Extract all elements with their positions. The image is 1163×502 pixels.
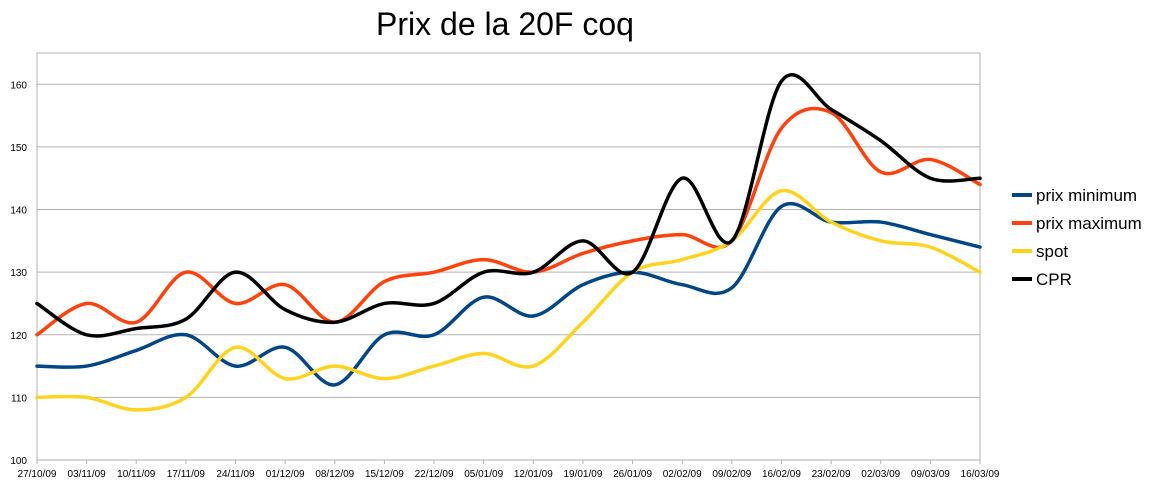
legend-label-prix-maximum: prix maximum [1036, 214, 1142, 233]
series-lines [35, 73, 982, 412]
y-axis-ticks: 100 110 120 130 140 150 160 [10, 80, 27, 467]
x-tick-label: 08/12/09 [315, 469, 354, 480]
x-tick-label: 02/02/09 [663, 469, 702, 480]
x-tick-label: 03/11/09 [68, 469, 107, 480]
x-tick-label: 22/12/09 [415, 469, 454, 480]
x-tick-label: 23/02/09 [812, 469, 851, 480]
x-tick-label: 09/02/09 [712, 469, 751, 480]
x-tick-label: 02/03/09 [861, 469, 900, 480]
x-tick-label: 15/12/09 [365, 469, 404, 480]
x-tick-label: 16/02/09 [762, 469, 801, 480]
x-tick-label: 10/11/09 [117, 469, 156, 480]
y-tick-label: 110 [11, 393, 27, 404]
y-tick-label: 160 [10, 80, 27, 91]
x-axis-ticks: 27/10/09 03/11/09 10/11/09 17/11/09 24/11/09… [18, 460, 1000, 480]
x-tick-label: 05/01/09 [464, 469, 503, 480]
x-tick-label: 09/03/09 [911, 469, 950, 480]
x-tick-label: 26/01/09 [613, 469, 652, 480]
series-line-prix-minimum [35, 201, 982, 387]
y-tick-label: 120 [10, 331, 27, 342]
legend-label-spot: spot [1036, 242, 1068, 261]
y-tick-label: 130 [10, 268, 27, 279]
legend: prix minimum prix maximum spot CPR [1012, 186, 1142, 289]
y-tick-label: 100 [10, 456, 27, 467]
x-tick-label: 27/10/09 [18, 469, 57, 480]
x-tick-label: 19/01/09 [563, 469, 602, 480]
x-tick-label: 01/12/09 [266, 469, 305, 480]
grid-lines [36, 52, 981, 461]
x-tick-label: 12/01/09 [514, 469, 553, 480]
x-tick-label: 16/03/09 [961, 469, 1000, 480]
y-tick-label: 140 [10, 206, 27, 217]
series-line-spot [35, 188, 982, 412]
chart-title: Prix de la 20F coq [376, 6, 634, 42]
legend-label-prix-minimum: prix minimum [1036, 186, 1137, 205]
x-tick-label: 24/11/09 [216, 469, 255, 480]
legend-label-cpr: CPR [1036, 270, 1072, 289]
y-tick-label: 150 [10, 143, 27, 154]
series-line-cpr [35, 73, 982, 338]
series-line-prix-maximum [35, 106, 982, 337]
x-tick-label: 17/11/09 [167, 469, 206, 480]
